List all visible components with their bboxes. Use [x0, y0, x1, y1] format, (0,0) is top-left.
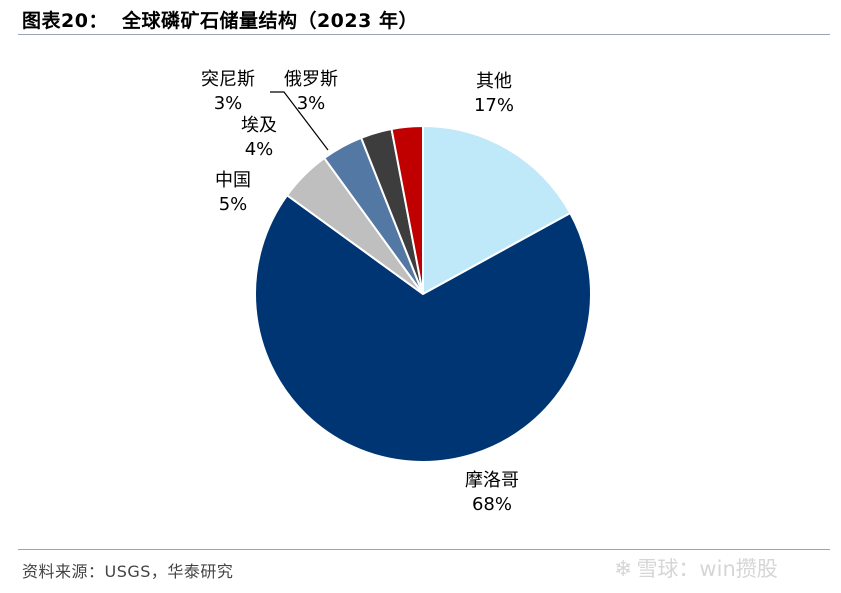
top-divider [18, 34, 830, 35]
pie-slice-1 [422, 124, 572, 296]
slice-value-label: 4% [245, 139, 274, 160]
snowball-icon: ❄ [614, 557, 633, 582]
source-note: 资料来源：USGS，华泰研究 [22, 562, 234, 581]
slice-name-label: 突尼斯 [201, 69, 255, 90]
bottom-divider [18, 549, 830, 550]
chart-title: 图表20： 全球磷矿石储量结构（2023 年） [22, 6, 418, 33]
slice-name-label: 俄罗斯 [284, 69, 338, 90]
pie-slices [254, 124, 592, 463]
slice-name-label: 埃及 [241, 115, 277, 136]
slice-name-label: 其他 [476, 71, 512, 92]
pie-slice-2 [254, 193, 592, 463]
watermark: ❄ 雪球：win攒股 [614, 553, 778, 583]
watermark-text: 雪球：win攒股 [636, 557, 778, 581]
figure-title: 全球磷矿石储量结构（2023 年） [121, 10, 418, 32]
figure-label: 图表20： [22, 10, 108, 32]
pie-slice-6 [390, 124, 424, 295]
slice-value-label: 5% [219, 194, 248, 215]
slice-labels: 其他 17% 摩洛哥 68% 中国 5% 埃及 4% 突尼斯 3% 俄罗斯 3% [201, 69, 519, 515]
slice-value-label: 3% [214, 93, 243, 114]
slice-value-label: 68% [472, 494, 512, 515]
slice-value-label: 3% [297, 93, 326, 114]
leader-line [270, 91, 329, 151]
slice-name-label: 摩洛哥 [465, 470, 519, 491]
slice-name-label: 中国 [215, 170, 251, 191]
slice-value-label: 17% [474, 95, 514, 116]
leader-lines [270, 91, 329, 151]
